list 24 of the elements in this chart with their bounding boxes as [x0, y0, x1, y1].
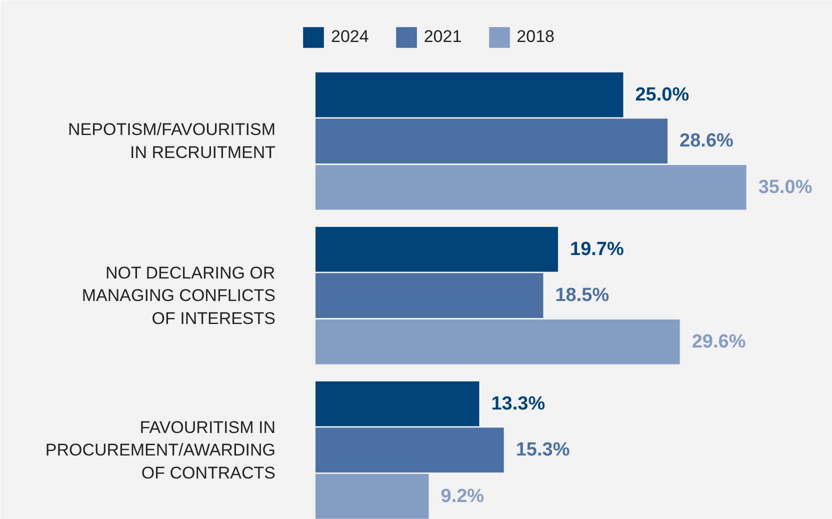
- data-label: 13.3%: [491, 393, 546, 414]
- data-label: 25.0%: [635, 84, 690, 106]
- legend-label: 2021: [424, 27, 462, 47]
- legend-label: 2018: [516, 27, 554, 47]
- data-label: 9.2%: [440, 486, 484, 507]
- data-label: 15.3%: [516, 440, 570, 461]
- bar: [316, 319, 680, 364]
- data-label: 35.0%: [758, 176, 812, 198]
- y-tick-label: NEPOTISM/FAVOURITISM IN RECRUITMENT: [68, 120, 276, 162]
- bar: [316, 164, 746, 210]
- bar: [316, 474, 429, 519]
- data-label: 18.5%: [555, 285, 610, 306]
- bar: [316, 428, 504, 473]
- y-tick-label: FAVOURITISM IN PROCUREMENT/AWARDING OF CONTRACTS: [45, 418, 276, 482]
- data-label: 29.6%: [692, 331, 746, 352]
- bar: [316, 381, 480, 426]
- data-label: 28.6%: [680, 130, 734, 152]
- bar: [316, 226, 558, 272]
- y-tick-label: NOT DECLARING OR MANAGING CONFLICTS OF INTERESTS: [82, 263, 276, 328]
- data-label: 19.7%: [570, 238, 624, 260]
- bar: [316, 118, 668, 164]
- legend-label: 2024: [331, 27, 369, 47]
- bar: [316, 273, 544, 318]
- bar: [316, 72, 624, 118]
